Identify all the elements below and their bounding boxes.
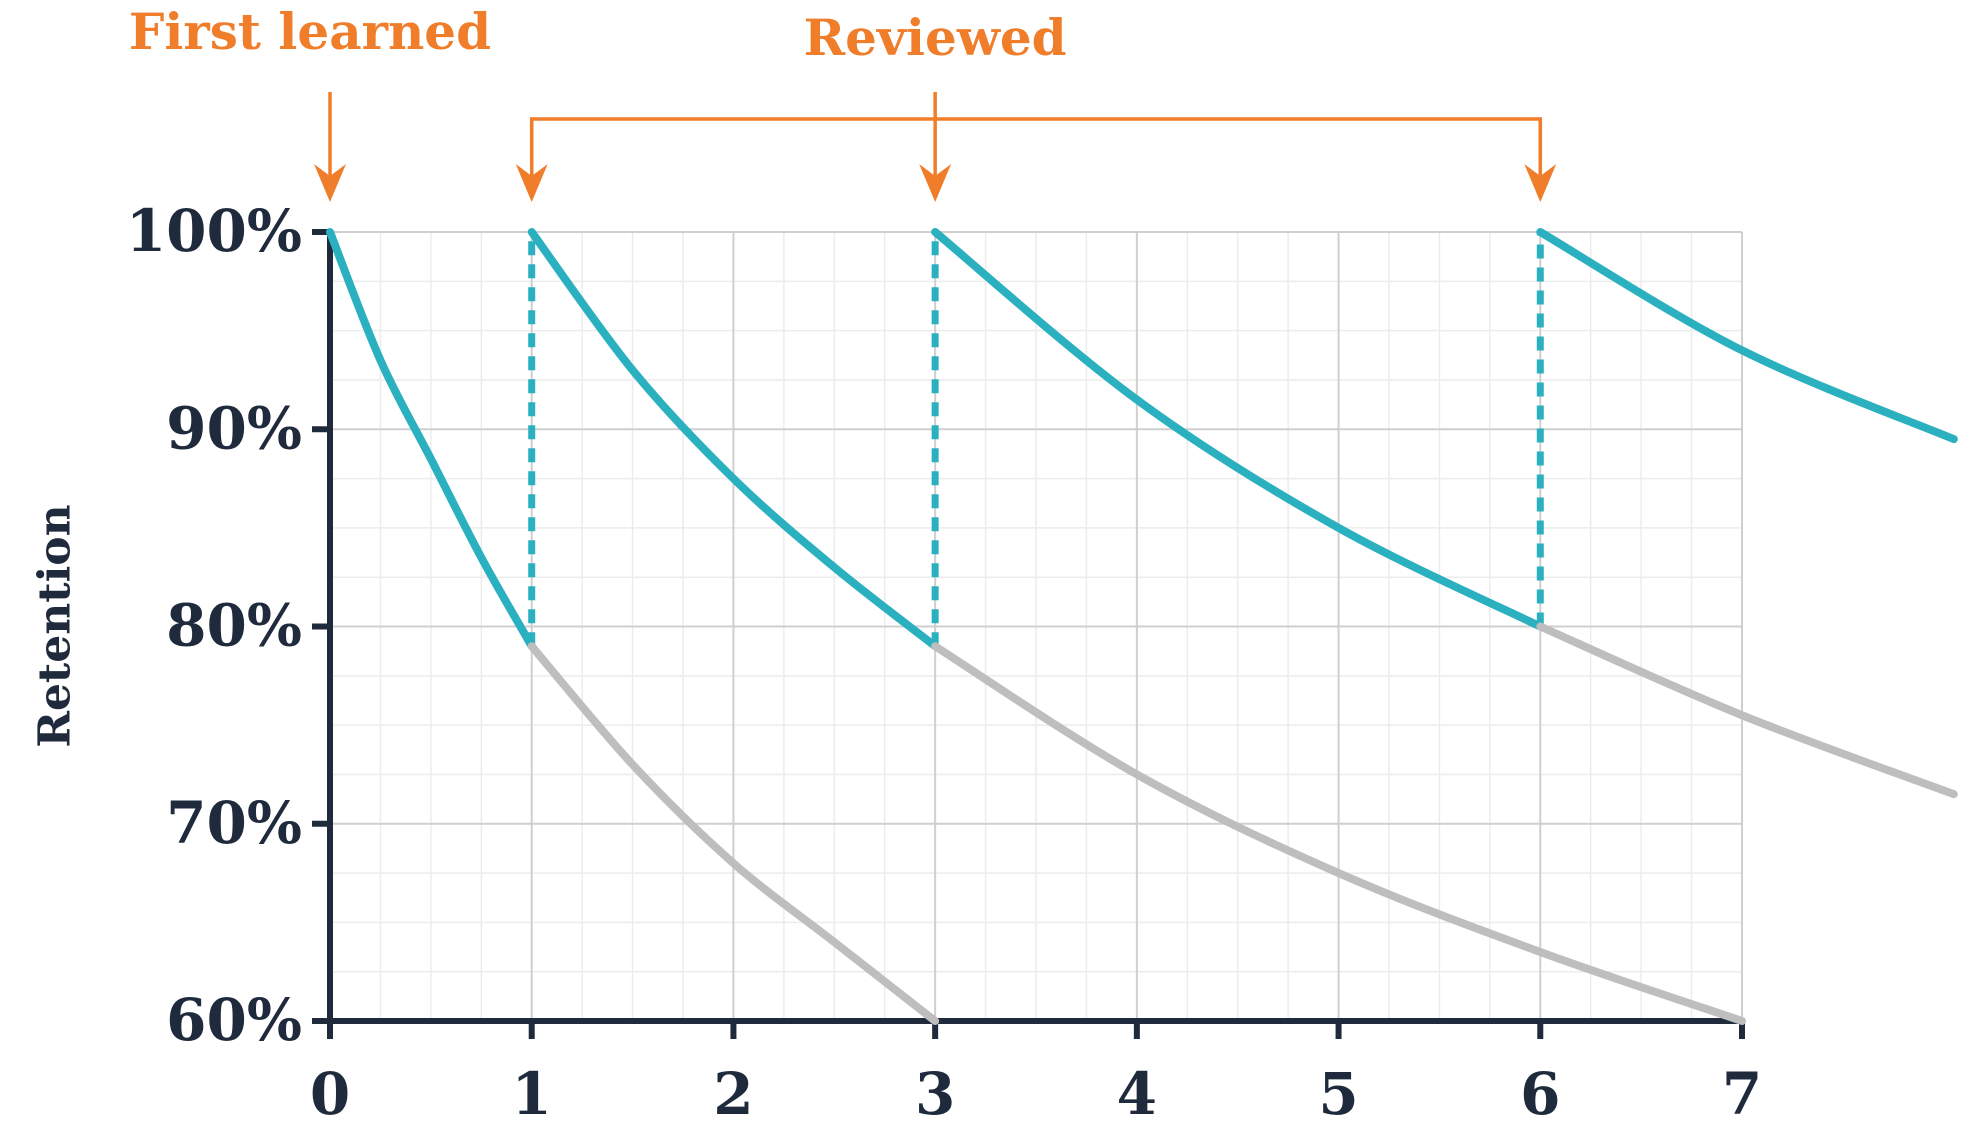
x-tick-label: 1	[512, 1060, 552, 1126]
y-tick-label: 70%	[166, 789, 302, 857]
annotation-label: First learned	[129, 2, 491, 61]
y-tick-label: 80%	[166, 592, 302, 660]
y-axis-label: Retention	[30, 504, 81, 747]
arrow-head	[919, 164, 952, 202]
x-tick-label: 6	[1520, 1060, 1560, 1126]
review-curve	[527, 228, 940, 651]
x-tick-label: 2	[713, 1060, 753, 1126]
forget-curve	[931, 642, 1746, 1025]
arrow-head	[515, 164, 548, 202]
x-tick-label: 7	[1722, 1060, 1762, 1126]
annotation-label: Reviewed	[804, 8, 1067, 67]
x-tick-label: 3	[915, 1060, 955, 1126]
x-tick-label: 0	[310, 1060, 350, 1126]
y-tick-label: 60%	[166, 986, 302, 1054]
x-tick-label: 5	[1318, 1060, 1358, 1126]
review-curve	[931, 228, 1545, 631]
review-curve	[326, 228, 536, 651]
review-curve	[1536, 228, 1958, 444]
forget-curve	[1536, 622, 1958, 799]
y-tick-label: 90%	[166, 394, 302, 462]
x-tick-label: 4	[1117, 1060, 1157, 1126]
forget-curve	[527, 642, 940, 1025]
arrow-head	[314, 164, 346, 202]
annotation-bracket	[529, 117, 1543, 160]
arrow-head	[1524, 164, 1557, 202]
y-tick-label: 100%	[126, 197, 302, 265]
